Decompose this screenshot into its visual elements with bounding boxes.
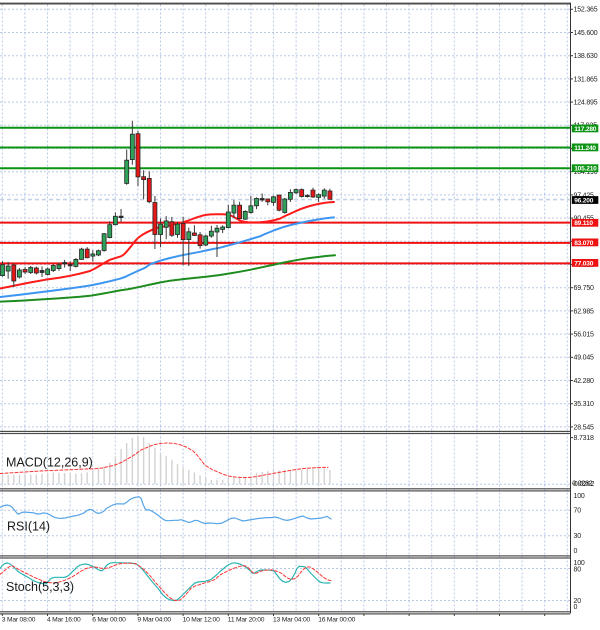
svg-text:70: 70: [574, 508, 582, 515]
svg-text:89.110: 89.110: [574, 220, 593, 227]
svg-text:117.280: 117.280: [574, 126, 597, 133]
svg-text:MACD(12,26,9): MACD(12,26,9): [6, 456, 93, 470]
svg-text:104.190: 104.190: [574, 169, 598, 176]
svg-text:80: 80: [574, 566, 582, 573]
svg-text:49.045: 49.045: [574, 355, 595, 362]
svg-text:28.545: 28.545: [574, 424, 595, 431]
svg-text:3 Mar 08:00: 3 Mar 08:00: [2, 617, 36, 624]
svg-text:100: 100: [574, 493, 585, 500]
svg-text:4 Mar 16:00: 4 Mar 16:00: [47, 617, 81, 624]
svg-text:-0.0262: -0.0262: [572, 481, 595, 488]
svg-text:35.310: 35.310: [574, 401, 595, 408]
svg-text:16 Mar 00:00: 16 Mar 00:00: [318, 617, 355, 624]
svg-text:100: 100: [574, 560, 585, 567]
svg-text:131.865: 131.865: [574, 76, 598, 83]
svg-text:105.210: 105.210: [574, 166, 597, 173]
svg-text:30: 30: [574, 533, 582, 540]
svg-text:11 Mar 20:00: 11 Mar 20:00: [228, 617, 265, 624]
svg-text:96.200: 96.200: [574, 197, 594, 204]
svg-text:111.240: 111.240: [574, 145, 596, 152]
svg-text:0: 0: [574, 604, 578, 611]
svg-text:6 Mar 00:00: 6 Mar 00:00: [92, 617, 126, 624]
svg-text:Stoch(5,3,3): Stoch(5,3,3): [6, 580, 74, 594]
svg-text:10 Mar 12:00: 10 Mar 12:00: [183, 617, 220, 624]
svg-text:124.895: 124.895: [574, 100, 598, 107]
svg-text:83.070: 83.070: [574, 240, 594, 247]
svg-text:0.0262: 0.0262: [572, 481, 593, 488]
svg-text:62.985: 62.985: [574, 308, 595, 315]
svg-text:138.630: 138.630: [574, 53, 598, 60]
svg-text:20: 20: [574, 598, 582, 605]
svg-text:56.015: 56.015: [574, 332, 595, 339]
svg-text:9 Mar 04:00: 9 Mar 04:00: [137, 617, 171, 624]
svg-text:0: 0: [574, 548, 578, 555]
svg-text:69.750: 69.750: [574, 285, 595, 292]
svg-text:145.600: 145.600: [574, 30, 598, 37]
svg-text:77.030: 77.030: [574, 260, 594, 267]
svg-text:RSI(14): RSI(14): [7, 520, 50, 534]
svg-text:152.365: 152.365: [574, 7, 598, 14]
svg-text:8.7318: 8.7318: [574, 435, 595, 442]
svg-text:13 Mar 04:00: 13 Mar 04:00: [273, 617, 310, 624]
svg-text:42.280: 42.280: [574, 378, 595, 385]
svg-text:97.425: 97.425: [574, 192, 595, 199]
